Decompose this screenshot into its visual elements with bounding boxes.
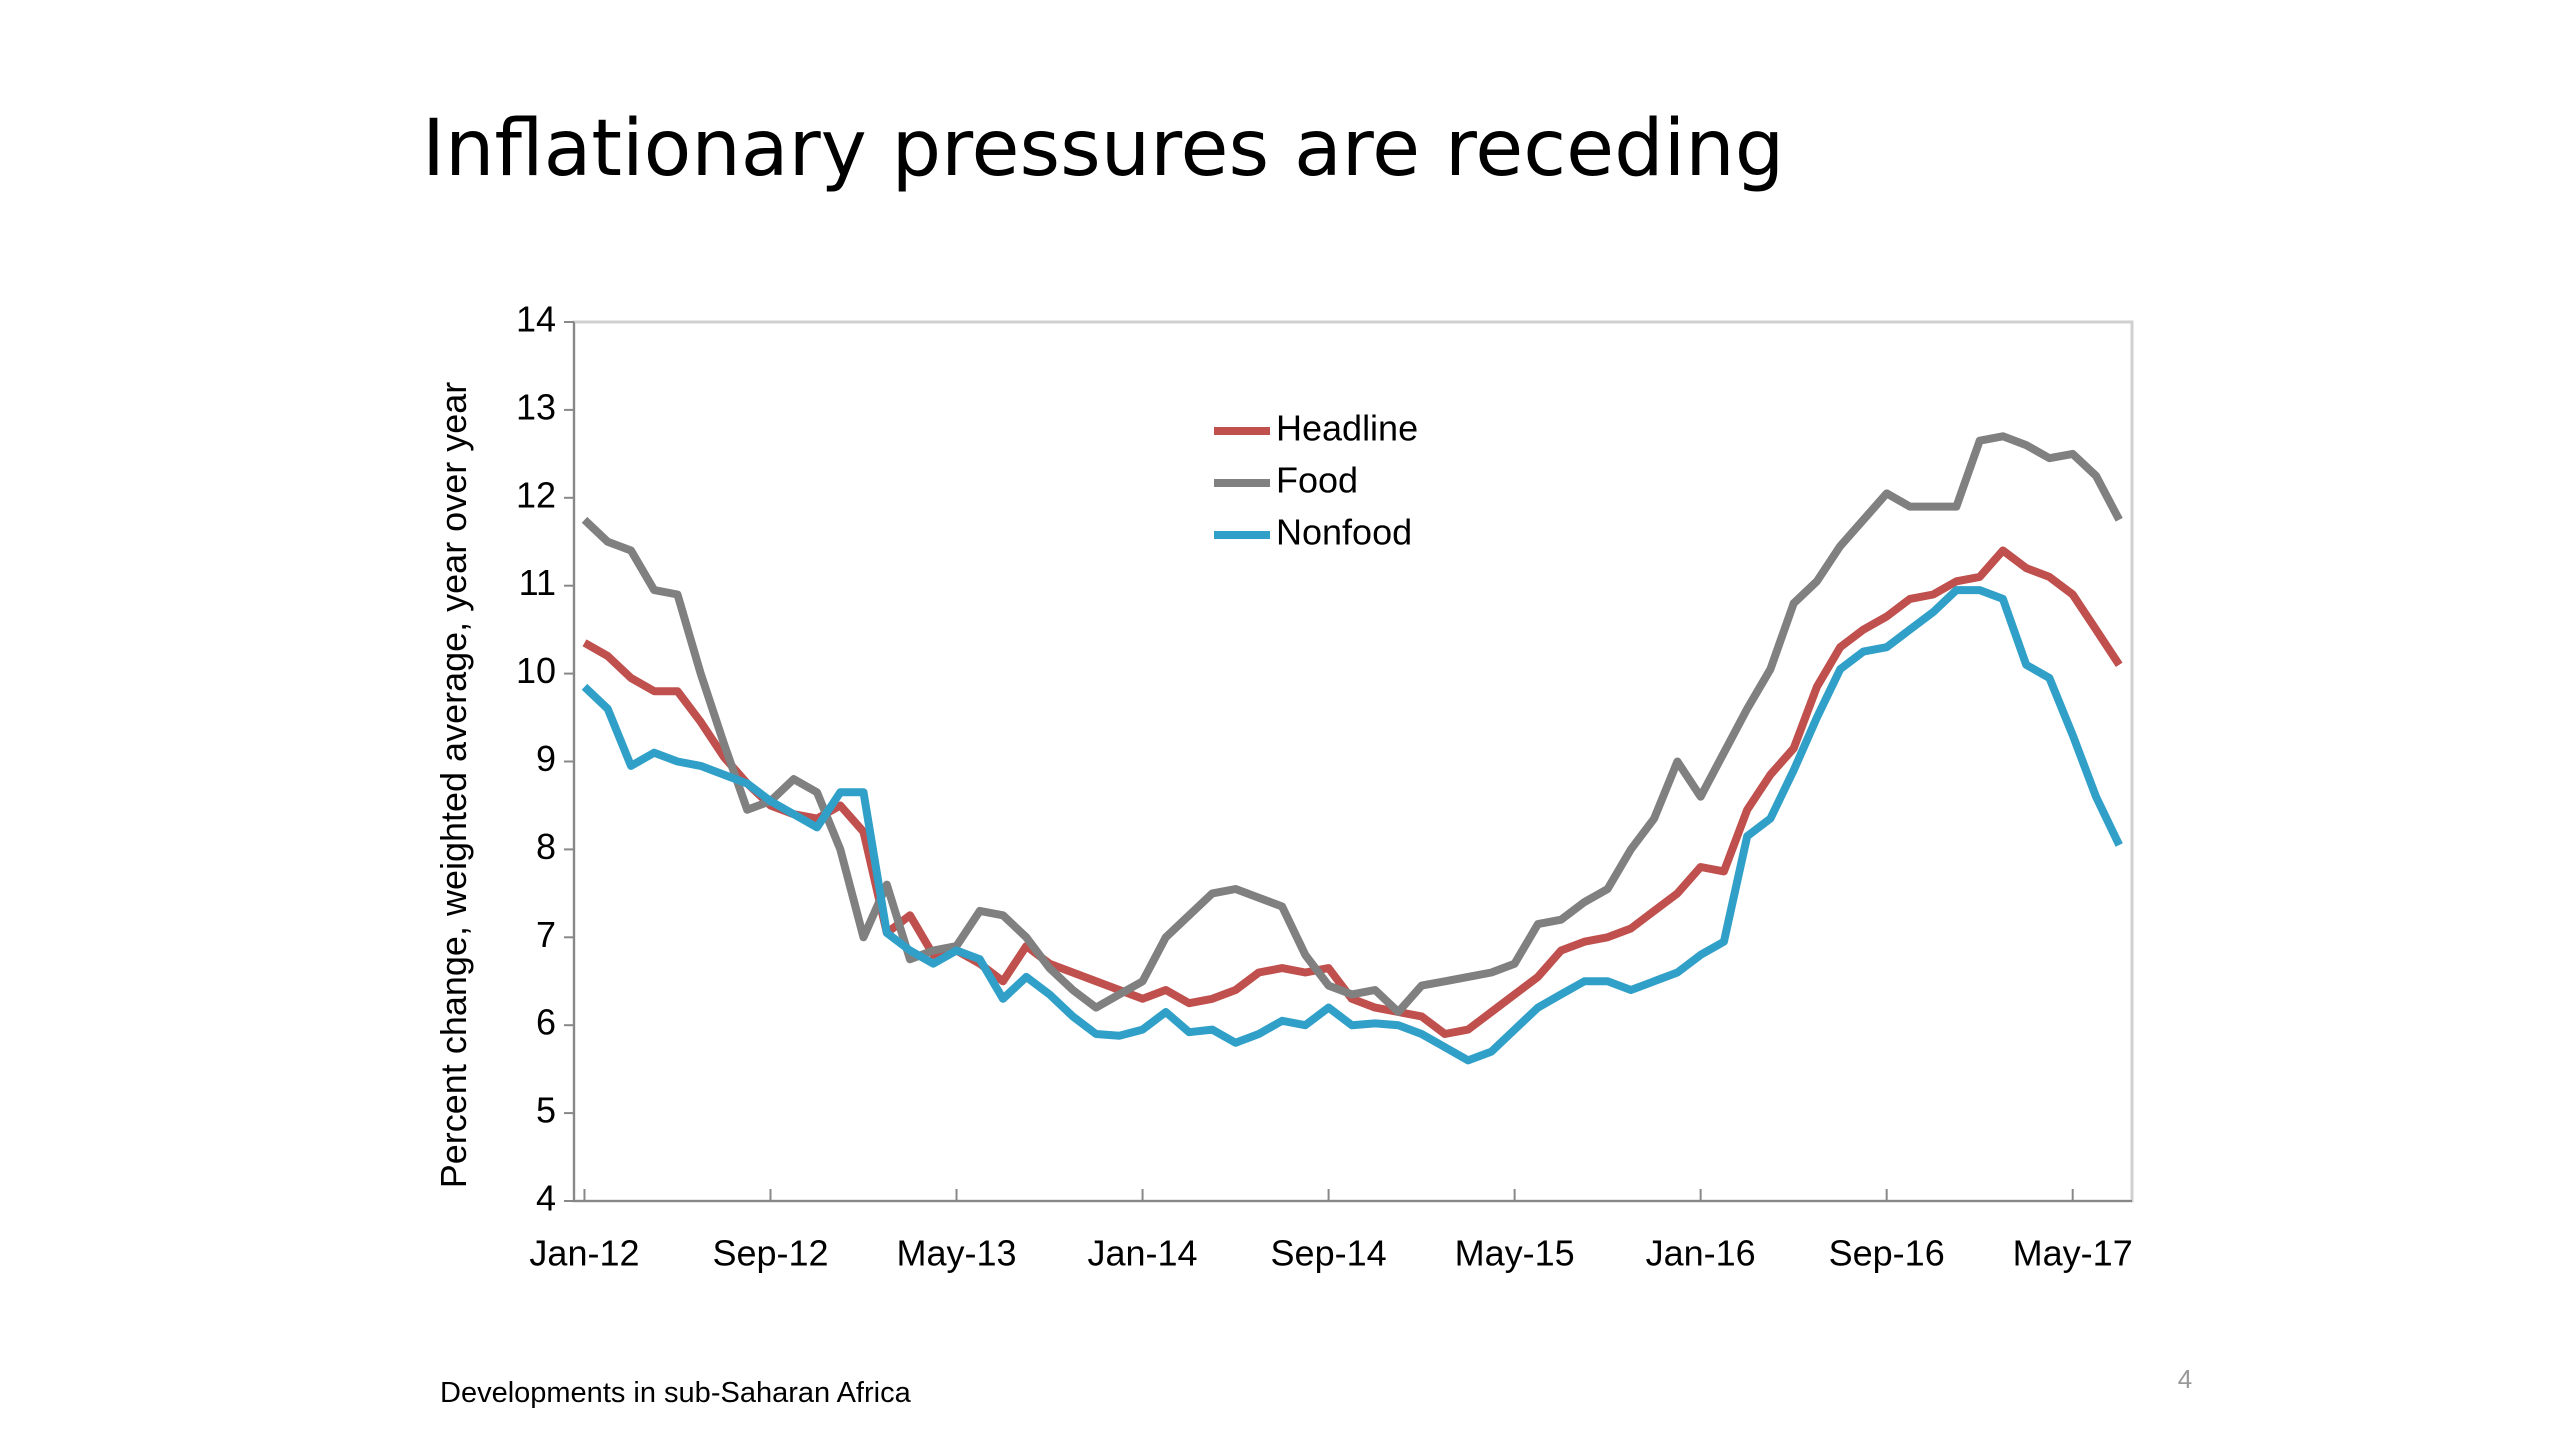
- y-tick-label: 4: [536, 1178, 556, 1219]
- x-tick-label: Sep-16: [1829, 1233, 1945, 1274]
- x-tick-label: May-13: [897, 1233, 1017, 1274]
- slide-title: Inflationary pressures are receding: [422, 104, 1784, 194]
- y-tick-label: 13: [516, 386, 556, 427]
- x-tick-label: Sep-12: [712, 1233, 828, 1274]
- x-tick-label: Jan-16: [1646, 1233, 1756, 1274]
- y-tick-label: 8: [536, 826, 556, 867]
- y-tick-label: 11: [519, 562, 556, 603]
- series-line: [581, 432, 2123, 1016]
- y-tick-label: 14: [516, 299, 556, 340]
- plot-frame: [572, 320, 2134, 1203]
- series-line: [582, 546, 2123, 1038]
- y-tick-label: 9: [536, 738, 556, 779]
- x-tick-label: May-15: [1455, 1233, 1575, 1274]
- y-tick-label: 12: [516, 474, 556, 515]
- legend-label: Nonfood: [1276, 512, 1412, 553]
- y-tick-label: 7: [536, 914, 556, 955]
- x-tick-label: Sep-14: [1271, 1233, 1387, 1274]
- footer: Developments in sub-Saharan Africa: [440, 1377, 912, 1409]
- legend-label: Headline: [1276, 408, 1418, 449]
- y-tick-label: 5: [536, 1090, 556, 1131]
- x-tick-label: Jan-12: [529, 1233, 639, 1274]
- series-line: [581, 586, 2123, 1065]
- y-axis-label: Percent change, weighted average, year o…: [433, 382, 474, 1188]
- page-number: 4: [2178, 1364, 2192, 1394]
- x-tick-label: Jan-14: [1088, 1233, 1198, 1274]
- legend-label: Food: [1276, 460, 1358, 501]
- y-tick-label: 6: [536, 1002, 556, 1043]
- x-tick-label: May-17: [2013, 1233, 2133, 1274]
- y-tick-label: 10: [516, 650, 556, 691]
